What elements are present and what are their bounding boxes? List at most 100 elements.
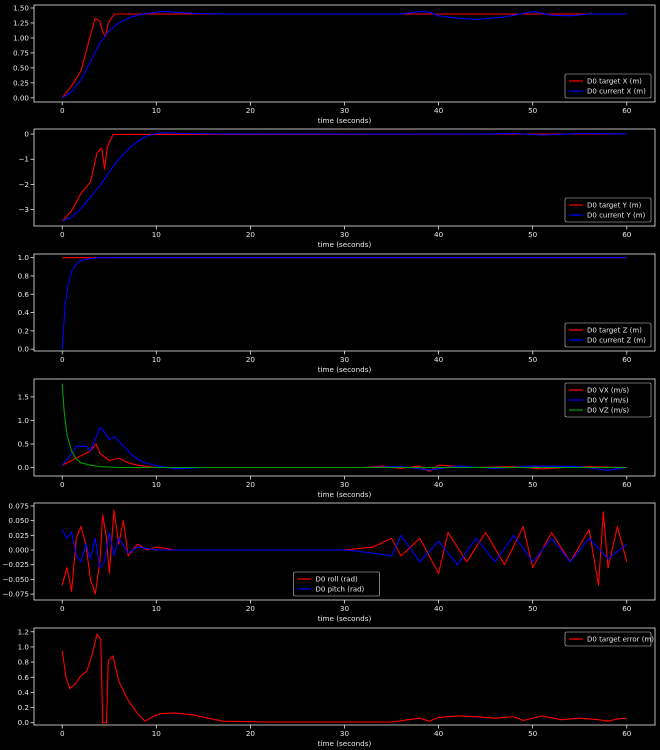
legend-label: D0 VX (m/s) [587, 387, 629, 395]
axes-frame [33, 128, 656, 227]
x-axis-label: time (seconds) [318, 614, 372, 623]
x-axis-label: time (seconds) [318, 240, 372, 249]
legend: D0 VX (m/s) D0 VY (m/s) D0 VZ (m/s) [564, 382, 652, 418]
y-tick-label: 0.075 [8, 501, 29, 510]
chart-panel-1: 0 10 20 30 40 50 60 0.00 0.25 0.50 0.75 1.00 1.25 1.5… [13, 3, 656, 125]
legend: D0 target Z (m) D0 current Z (m) [564, 322, 652, 348]
y-tick-label: 1.25 [13, 18, 29, 27]
y-tick-label: −1 [18, 155, 29, 164]
x-tick-label: 0 [60, 230, 65, 239]
y-tick-label: 0.000 [8, 546, 29, 555]
y-tick-label: 0.0 [18, 345, 30, 354]
legend: D0 target error (m) [564, 631, 654, 647]
legend-label: D0 target X (m) [587, 78, 642, 86]
chart-panel-6: 0 10 20 30 40 50 60 0.0 0.2 0.4 0.6 0.8 1.0 1.2 time (… [18, 627, 656, 748]
chart-panel-4: 0 10 20 30 40 50 60 0.0 0.5 1.0 1.5 time (seconds) D… [18, 378, 656, 499]
x-tick-label: 30 [340, 604, 350, 613]
series-line-1 [61, 133, 627, 222]
x-tick-label: 40 [434, 355, 444, 364]
x-tick-label: 40 [434, 729, 444, 738]
x-tick-label: 50 [528, 230, 538, 239]
x-tick-label: 0 [60, 604, 65, 613]
legend-label: D0 roll (rad) [316, 576, 359, 584]
x-tick-label: 30 [340, 729, 350, 738]
series-line-2 [61, 426, 627, 471]
legend-label: D0 target error (m) [587, 636, 654, 644]
legend-label: D0 current Z (m) [587, 337, 646, 345]
legend-box [564, 73, 652, 99]
chart-panel-3: 0 10 20 30 40 50 60 0.0 0.2 0.4 0.6 0.8 1.0 time (sec… [18, 253, 656, 374]
legend-label: D0 current Y (m) [587, 212, 646, 220]
x-tick-label: 20 [246, 729, 256, 738]
axes-frame [33, 378, 656, 477]
series-line-2 [61, 132, 627, 222]
series-line-3 [61, 383, 627, 469]
legend-box [564, 197, 652, 223]
y-tick-label: −3 [18, 205, 29, 214]
y-tick-label: 1.0 [18, 416, 30, 425]
y-tick-label: 0.8 [18, 271, 30, 280]
y-tick-label: 0 [24, 130, 29, 139]
y-tick-label: 0.4 [18, 688, 30, 697]
x-tick-label: 50 [528, 604, 538, 613]
y-tick-label: −0.075 [2, 590, 29, 599]
x-tick-label: 30 [340, 355, 350, 364]
x-tick-label: 20 [246, 480, 256, 489]
y-tick-label: −2 [18, 180, 29, 189]
y-tick-label: 1.0 [18, 642, 30, 651]
x-axis-label: time (seconds) [318, 490, 372, 499]
series-line-1 [61, 633, 627, 724]
series-line-1 [61, 13, 627, 99]
legend-box [293, 571, 380, 597]
x-tick-label: 20 [246, 106, 256, 115]
x-tick-label: 20 [246, 230, 256, 239]
x-tick-label: 60 [622, 729, 632, 738]
series-line-2 [61, 257, 627, 350]
legend-label: D0 pitch (rad) [316, 586, 365, 594]
x-tick-label: 60 [622, 230, 632, 239]
x-axis-label: time (seconds) [318, 116, 372, 125]
y-tick-label: 0.8 [18, 658, 30, 667]
y-tick-label: 0.4 [18, 308, 30, 317]
x-tick-label: 50 [528, 729, 538, 738]
x-tick-label: 30 [340, 106, 350, 115]
x-tick-label: 0 [60, 106, 65, 115]
y-tick-label: 0.050 [8, 516, 29, 525]
y-tick-label: 1.50 [13, 3, 29, 12]
x-tick-label: 60 [622, 106, 632, 115]
x-axis-label: time (seconds) [318, 365, 372, 374]
legend: D0 roll (rad) D0 pitch (rad) [293, 571, 380, 597]
x-tick-label: 40 [434, 230, 444, 239]
x-axis-label: time (seconds) [318, 739, 372, 748]
axes-frame [33, 4, 656, 103]
y-tick-label: −0.025 [2, 560, 29, 569]
y-tick-label: 0.75 [13, 48, 29, 57]
x-tick-label: 60 [622, 480, 632, 489]
series-line-2 [61, 11, 627, 99]
x-tick-label: 20 [246, 355, 256, 364]
legend-label: D0 target Z (m) [587, 327, 642, 335]
y-tick-label: 0.5 [18, 439, 29, 448]
legend-label: D0 VY (m/s) [587, 397, 629, 405]
y-tick-label: −0.050 [2, 575, 29, 584]
x-tick-label: 40 [434, 106, 444, 115]
y-tick-label: 0.00 [13, 93, 29, 102]
y-tick-label: 1.2 [18, 627, 29, 636]
y-tick-label: 1.5 [18, 392, 29, 401]
x-tick-label: 50 [528, 106, 538, 115]
x-tick-label: 40 [434, 480, 444, 489]
x-tick-label: 0 [60, 729, 65, 738]
y-tick-label: 0.50 [13, 63, 29, 72]
x-tick-label: 10 [152, 480, 162, 489]
chart-panel-2: 0 10 20 30 40 50 60 −3 −2 −1 0 time (seconds) D0 tar… [18, 128, 656, 249]
y-tick-label: 0.0 [18, 718, 30, 727]
x-tick-label: 30 [340, 230, 350, 239]
legend-box [564, 382, 652, 418]
x-tick-label: 10 [152, 355, 162, 364]
x-tick-label: 0 [60, 480, 65, 489]
series-line-2 [61, 529, 628, 569]
x-tick-label: 20 [246, 604, 256, 613]
x-tick-label: 10 [152, 604, 162, 613]
y-tick-label: 0.6 [18, 673, 30, 682]
